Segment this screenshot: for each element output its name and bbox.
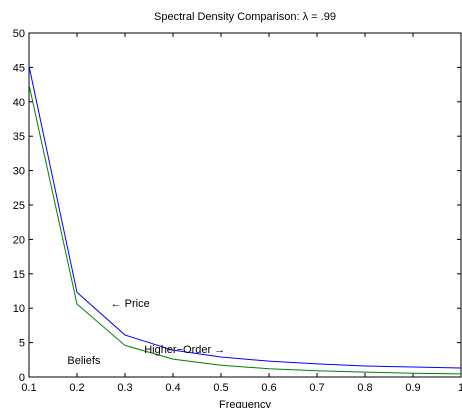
y-tick-label: 45: [13, 62, 25, 74]
y-tick-label: 15: [13, 269, 25, 281]
x-tick-label: 0.9: [405, 382, 420, 394]
y-tick-label: 0: [19, 372, 25, 384]
y-tick-label: 20: [13, 234, 25, 246]
series-layer: [28, 65, 462, 375]
chart-title: Spectral Density Comparison: λ = .99: [154, 11, 336, 23]
x-tick-label: 0.7: [309, 382, 324, 394]
plot-frame: [28, 32, 462, 378]
x-tick-label: 0.5: [213, 382, 228, 394]
y-tick-label: 25: [13, 200, 25, 212]
y-tick-label: 30: [13, 166, 25, 178]
x-tick-label: 0.8: [357, 382, 372, 394]
annotation-layer: ← Price Higher−Order → Beliefs: [67, 298, 225, 367]
y-tick-label: 35: [13, 131, 25, 143]
annotation-price: ← Price: [111, 298, 150, 310]
x-tick-label: 0.1: [21, 382, 36, 394]
x-tick-label: 0.3: [117, 382, 132, 394]
annotation-beliefs-line2: Beliefs: [67, 355, 101, 367]
x-axis-label: Frequency: [219, 399, 271, 408]
series-line-beliefs: [28, 84, 462, 375]
y-tick-label: 5: [19, 338, 25, 350]
y-tick-label: 10: [13, 303, 25, 315]
x-tick-label: 0.2: [69, 382, 84, 394]
x-tick-label: 0.6: [261, 382, 276, 394]
x-axis: 0.1 0.2 0.3 0.4 0.5 0.6 0.7 0.8 0.9 1: [21, 33, 462, 394]
x-tick-label: 0.4: [165, 382, 180, 394]
x-tick-label: 1: [458, 382, 462, 394]
y-axis: 0 5 10 15 20 25 30 35 40 45 50: [13, 28, 461, 384]
y-tick-label: 40: [13, 97, 25, 109]
y-tick-label: 50: [13, 28, 25, 40]
series-line-price: [28, 65, 462, 369]
annotation-beliefs-line1: Higher−Order →: [144, 344, 225, 356]
